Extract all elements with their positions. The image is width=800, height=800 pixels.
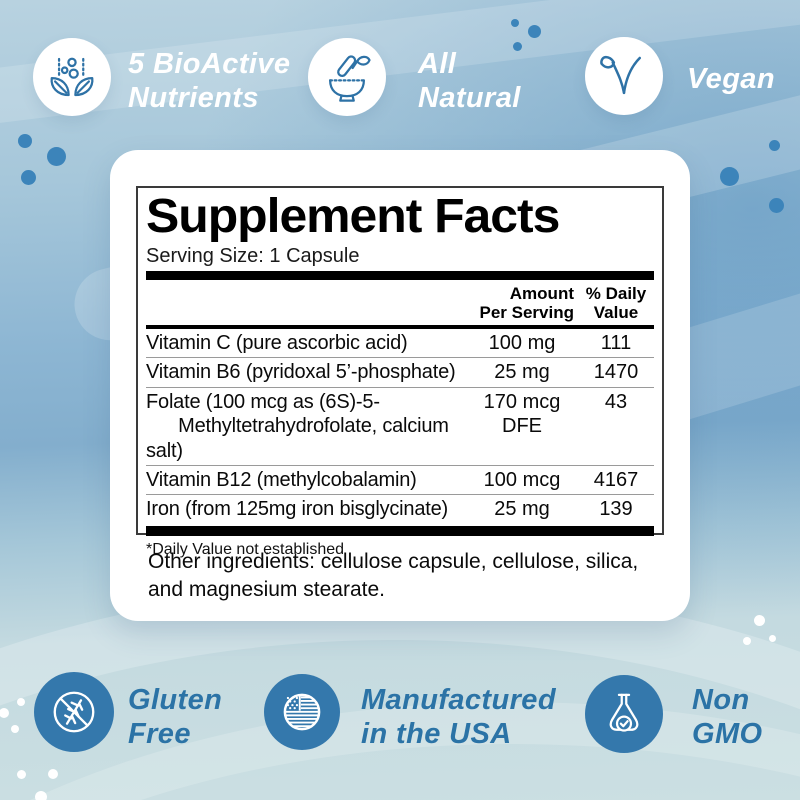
bioactive-label: 5 BioActive Nutrients (128, 48, 291, 114)
serving-size: Serving Size: 1 Capsule (146, 244, 360, 267)
gluten-free-icon (46, 684, 102, 740)
bioactive-nutrients-icon (45, 50, 99, 104)
nutrient-name: Vitamin B6 (pyridoxal 5’-phosphate) (146, 361, 456, 384)
vegan-label: Vegan (687, 63, 775, 95)
decor-dot (47, 147, 66, 166)
non-gmo-label: Non GMO (692, 684, 763, 750)
nutrient-name: Vitamin B12 (methylcobalamin) (146, 468, 417, 491)
nutrient-amount: 25 mg (494, 361, 550, 384)
nutrient-amount: 170 mcg DFE (483, 390, 561, 438)
divider-thick (146, 525, 654, 536)
table-row: Iron (from 125mg iron bisglycinate) 25 m… (146, 494, 654, 523)
col-amount-per-serving: Amount Per Serving (479, 283, 575, 322)
decor-dot (18, 134, 32, 148)
table-row: Folate (100 mcg as (6S)-5- Methyltetrahy… (146, 386, 654, 465)
decor-dot (11, 725, 19, 733)
nutrient-amount: 100 mg (488, 331, 556, 354)
supplement-facts-card: Supplement Facts Serving Size: 1 Capsule… (110, 150, 690, 621)
decor-dot (17, 770, 26, 779)
vegan-badge (585, 37, 663, 115)
decor-dot (769, 198, 784, 213)
nutrient-dv: 139 (599, 498, 633, 521)
decor-dot (35, 791, 47, 800)
made-in-usa-label: Manufactured in the USA (361, 684, 556, 750)
table-row: Vitamin B12 (methylcobalamin) 100 mcg 41… (146, 464, 654, 494)
nutrient-name: Iron (from 125mg iron bisglycinate) (146, 498, 449, 521)
decor-dot (769, 140, 780, 151)
made-in-usa-badge (264, 674, 340, 750)
decor-dot (720, 167, 739, 186)
divider-thick (146, 270, 654, 280)
nutrient-name: Vitamin C (pure ascorbic acid) (146, 331, 408, 354)
usa-flag-icon (275, 685, 329, 739)
decor-dot (769, 635, 776, 642)
panel-title: Supplement Facts (146, 190, 560, 243)
daily-value-footnote: *Daily Value not established (146, 540, 345, 558)
decor-dot (754, 615, 765, 626)
supplement-facts-panel: Supplement Facts Serving Size: 1 Capsule… (136, 186, 664, 558)
other-ingredients: Other ingredients: cellulose capsule, ce… (148, 550, 639, 602)
nutrient-amount: 100 mcg (483, 468, 561, 491)
table-row: Vitamin C (pure ascorbic acid) 100 mg 11… (146, 329, 654, 357)
non-gmo-flask-icon (597, 687, 651, 741)
nutrient-dv: 1470 (593, 361, 639, 384)
non-gmo-badge (585, 675, 663, 753)
decor-dot (0, 708, 9, 718)
decor-dot (743, 637, 751, 645)
nutrient-name: Folate (100 mcg as (6S)-5- Methyltetrahy… (146, 390, 449, 462)
col-daily-value: % Daily Value (585, 283, 647, 322)
table-row: Vitamin B6 (pyridoxal 5’-phosphate) 25 m… (146, 357, 654, 386)
nutrient-dv: 4167 (593, 468, 639, 491)
decor-dot (17, 698, 25, 706)
decor-dot (513, 42, 522, 51)
decor-dot (511, 19, 519, 27)
gluten-free-label: Gluten Free (128, 684, 223, 750)
bioactive-badge (33, 38, 111, 116)
vegan-leaf-icon (597, 49, 651, 103)
nutrient-dv: 111 (600, 331, 632, 354)
mortar-pestle-icon (320, 50, 374, 104)
all-natural-label: All Natural (418, 48, 521, 114)
divider-medium (146, 324, 654, 329)
decor-dot (48, 769, 58, 779)
all-natural-badge (308, 38, 386, 116)
nutrient-dv: 43 (604, 390, 628, 413)
decor-dot (21, 170, 36, 185)
table-header: Amount Per Serving % Daily Value (146, 280, 654, 325)
decor-dot (528, 25, 541, 38)
nutrient-amount: 25 mg (494, 498, 550, 521)
gluten-free-badge (34, 672, 114, 752)
